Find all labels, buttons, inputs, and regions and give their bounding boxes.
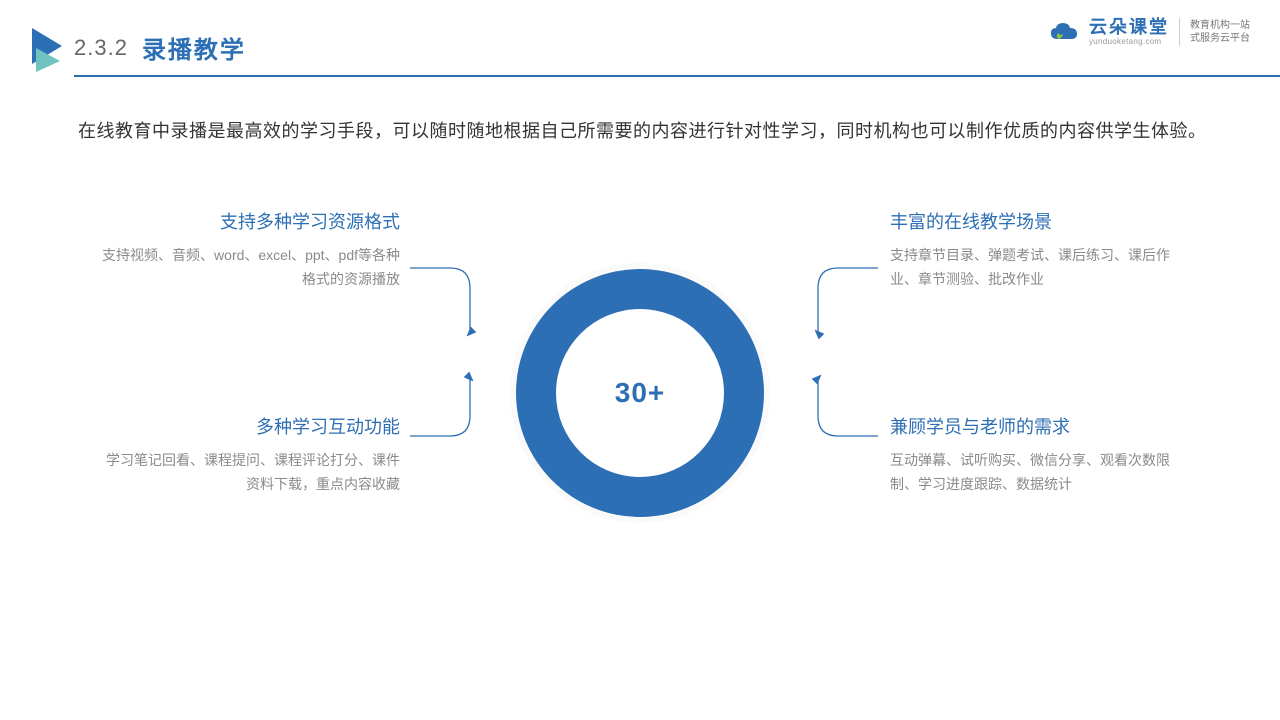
intro-paragraph: 在线教育中录播是最高效的学习手段，可以随时随地根据自己所需要的内容进行针对性学习… — [0, 85, 1280, 148]
ring-core: 30+ — [594, 347, 686, 439]
arrow-tl — [464, 327, 477, 340]
feature-bottom-left: 多种学习互动功能 学习笔记回看、课程提问、课程评论打分、课件资料下载，重点内容收… — [100, 413, 400, 497]
logo-area: 云朵课堂 yunduoketang.com 教育机构一站 式服务云平台 — [1049, 18, 1250, 46]
connector-br — [818, 378, 878, 436]
logo-tagline: 教育机构一站 式服务云平台 — [1190, 19, 1250, 45]
connector-tr — [818, 268, 878, 333]
feature-title: 支持多种学习资源格式 — [100, 208, 400, 234]
diagram-stage: 30+ 支持多种学习资源格式 支持视频、音频、word、excel、ppt、pd… — [0, 178, 1280, 608]
feature-bottom-right: 兼顾学员与老师的需求 互动弹幕、试听购买、微信分享、观看次数限制、学习进度跟踪、… — [890, 413, 1190, 497]
feature-top-right: 丰富的在线教学场景 支持章节目录、弹题考试、课后练习、课后作业、章节测验、批改作… — [890, 208, 1190, 292]
feature-desc: 支持视频、音频、word、excel、ppt、pdf等各种格式的资源播放 — [100, 244, 400, 292]
logo-domain: yunduoketang.com — [1089, 38, 1169, 46]
logo-divider — [1179, 18, 1180, 46]
section-title: 录播教学 — [142, 30, 246, 65]
play-icon — [32, 28, 70, 72]
feature-desc: 学习笔记回看、课程提问、课程评论打分、课件资料下载，重点内容收藏 — [100, 449, 400, 497]
feature-title: 兼顾学员与老师的需求 — [890, 413, 1190, 439]
arrow-bl — [464, 372, 477, 385]
feature-desc: 互动弹幕、试听购买、微信分享、观看次数限制、学习进度跟踪、数据统计 — [890, 449, 1190, 497]
logo-tagline-line1: 教育机构一站 — [1190, 19, 1250, 32]
logo-tagline-line2: 式服务云平台 — [1190, 32, 1250, 45]
cloud-icon — [1049, 21, 1079, 43]
connector-tl — [410, 268, 470, 333]
feature-title: 丰富的在线教学场景 — [890, 208, 1190, 234]
feature-top-left: 支持多种学习资源格式 支持视频、音频、word、excel、ppt、pdf等各种… — [100, 208, 400, 292]
feature-title: 多种学习互动功能 — [100, 413, 400, 439]
title-underline — [74, 75, 1280, 77]
connector-bl — [410, 378, 470, 436]
feature-desc: 支持章节目录、弹题考试、课后练习、课后作业、章节测验、批改作业 — [890, 244, 1190, 292]
arrow-br — [812, 372, 825, 385]
center-value: 30+ — [615, 377, 666, 409]
logo-brand: 云朵课堂 — [1089, 18, 1169, 36]
section-number: 2.3.2 — [74, 35, 128, 61]
logo-text-block: 云朵课堂 yunduoketang.com — [1089, 18, 1169, 46]
slide-header: 2.3.2 录播教学 云朵课堂 yunduoketang.com 教育机构一站 … — [0, 0, 1280, 85]
arrow-tr — [812, 327, 825, 340]
